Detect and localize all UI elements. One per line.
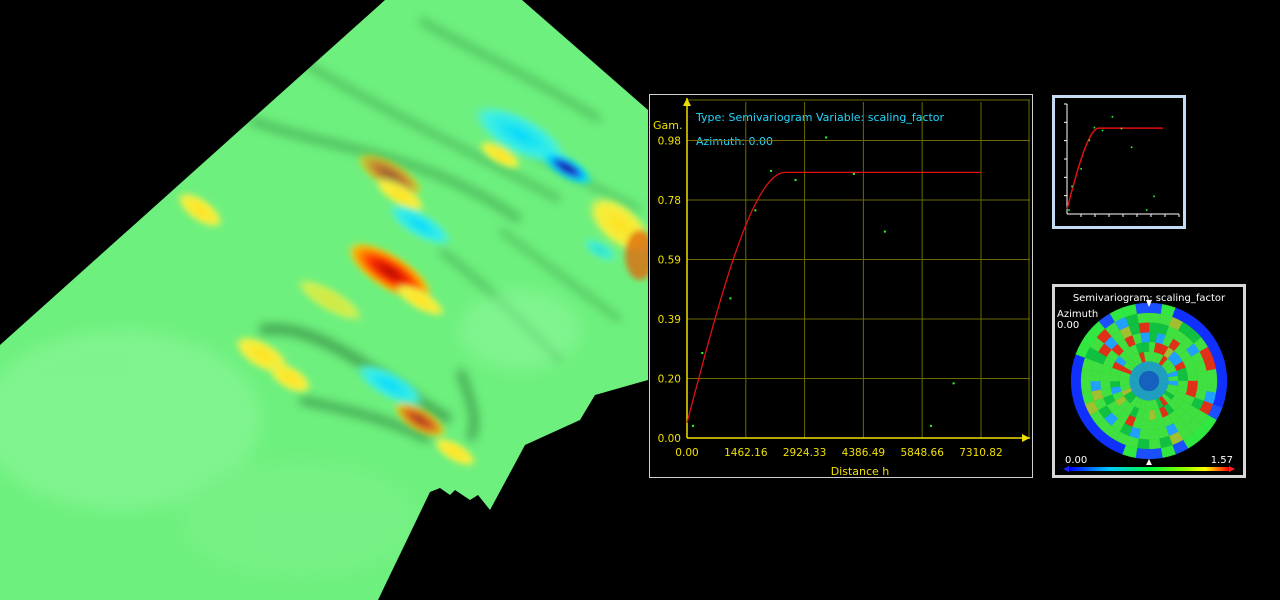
y-axis-arrow-icon [683,98,691,106]
rose-cell [1148,438,1162,450]
rose-cell [1216,367,1228,382]
map-title: Semivariogram: scaling_factor [1073,293,1226,304]
thumb-data-point [1093,126,1096,129]
map-azimuth-label: Azimuth [1057,309,1098,320]
semivariogram-thumbnail[interactable] [1052,95,1186,229]
x-axis-label: Distance h [831,465,890,477]
x-tick-label: 1462.16 [724,447,768,459]
thumb-data-point [1130,146,1133,149]
colorbar-marker-icon[interactable] [1146,459,1152,465]
semivariogram-plot: Type: Semivariogram Variable: scaling_fa… [653,98,1030,478]
thumb-data-point [1120,127,1123,130]
x-tick-label: 2924.33 [783,447,826,459]
x-tick-label: 0.00 [675,447,698,459]
y-tick-label: 0.20 [658,374,681,386]
thumb-data-point [1088,139,1091,142]
variogram-rose [1070,302,1228,460]
surface-highlights [0,290,580,580]
rose-cell [1099,380,1111,390]
rose-center [1139,371,1159,391]
thumb-data-point [1068,209,1070,211]
thumbnail-plot [1064,103,1180,217]
data-point [701,352,704,354]
rose-cell [1216,380,1228,395]
thumb-model-curve [1066,127,1164,210]
thumb-data-point [1071,185,1073,188]
chart-title: Type: Semivariogram Variable: scaling_fa… [695,111,945,124]
data-point [852,172,855,175]
data-point [825,136,828,139]
y-axis-label: Gam. [653,119,682,132]
rose-cell [1090,380,1102,392]
x-tick-label: 4386.49 [842,447,885,459]
colorbar-max: 1.57 [1211,455,1233,466]
rose-cell [1070,380,1082,395]
y-tick-label: 0.78 [658,195,681,207]
y-tick-label: 0.00 [658,433,681,445]
rose-cell [1135,302,1150,314]
y-tick-label: 0.39 [658,314,681,326]
rose-cell [1080,380,1092,394]
thumb-data-point [1080,168,1082,170]
colorbar-min: 0.00 [1065,455,1087,466]
variogram-map-panel[interactable]: Semivariogram: scaling_factor Azimuth 0.… [1052,284,1246,478]
rose-cell [1140,331,1150,343]
thumb-data-point [1145,209,1148,211]
y-tick-label: 0.59 [658,255,681,267]
rose-cell [1196,370,1208,382]
rose-cell [1138,322,1150,334]
data-point [754,209,757,212]
rose-cell [1206,368,1218,382]
rose-cell [1187,372,1199,382]
rose-cell [1148,419,1158,431]
rose-cell [1136,312,1150,324]
thumb-data-point [1153,195,1155,198]
surface-view[interactable] [0,0,648,600]
x-tick-label: 7310.82 [959,447,1002,459]
colorbar [1069,467,1229,471]
x-tick-label: 5848.66 [900,447,944,459]
rose-cell [1148,312,1162,324]
data-point [770,169,773,172]
map-azimuth-value: 0.00 [1057,320,1079,331]
colorbar-right-arrow-icon [1229,466,1235,472]
y-tick-label: 0.98 [658,136,681,148]
rose-cell [1148,302,1163,314]
rose-cell [1135,448,1150,460]
data-point [883,230,886,233]
variogram-map: Semivariogram: scaling_factor Azimuth 0.… [1057,293,1235,472]
rose-cell [1148,448,1163,460]
semivariogram-chart[interactable]: Type: Semivariogram Variable: scaling_fa… [649,94,1033,478]
model-curve [686,171,982,423]
data-point [952,382,955,385]
azimuth-marker-icon[interactable] [1146,300,1152,307]
data-point [692,424,695,427]
surface-anomalies [176,103,648,468]
x-axis-arrow-icon [1022,434,1030,442]
rose-cell [1080,368,1092,382]
colorbar-left-arrow-icon [1063,466,1069,472]
rose-cell [1206,380,1218,394]
rose-cell [1148,428,1160,440]
data-point [930,424,933,427]
rose-cell [1070,367,1082,382]
chart-azimuth: Azimuth: 0.00 [696,135,773,148]
thumb-data-point [1101,129,1104,132]
thumb-data-point [1111,115,1114,118]
rose-cell [1136,438,1150,450]
data-point [729,297,732,300]
data-point [794,178,797,181]
